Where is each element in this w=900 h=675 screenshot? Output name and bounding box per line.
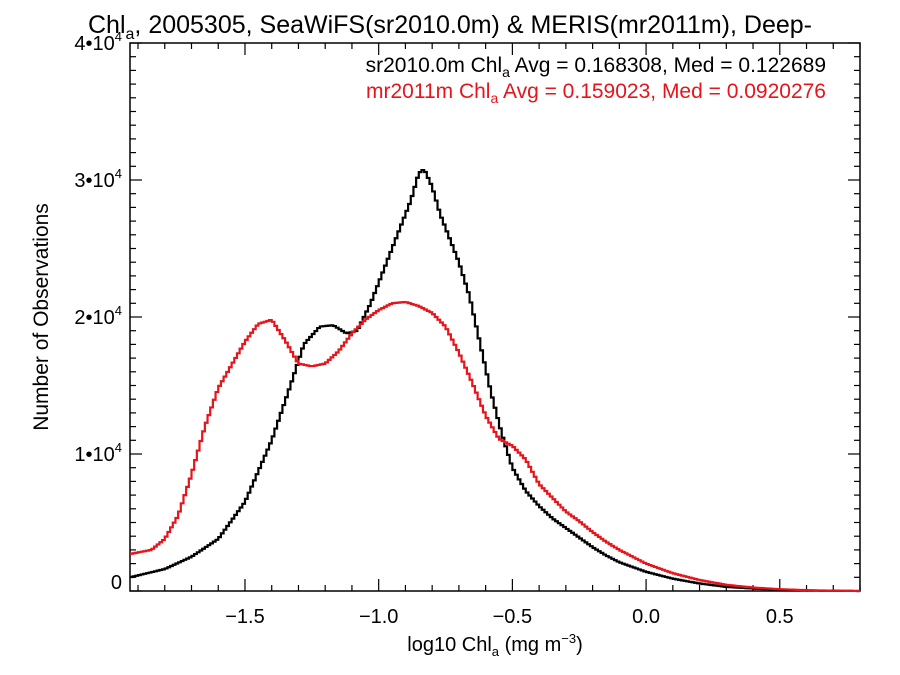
title-rest: , 2005305, SeaWiFS(sr2010.0m) & MERIS(mr… xyxy=(134,11,812,39)
title-subscript: a xyxy=(126,26,135,43)
y-tick-label: 3•104 xyxy=(74,166,122,192)
xlabel-post: ) xyxy=(576,634,583,656)
series-group xyxy=(130,168,860,593)
x-tick-label: 0.5 xyxy=(766,606,794,628)
series-line-mr2011 xyxy=(130,300,860,593)
legend-sr2010-pre: sr2010.0m Chl xyxy=(366,54,503,77)
xlabel-pre: log10 Chl xyxy=(407,634,492,656)
xlabel-sub: a xyxy=(492,644,500,659)
y-tick-label: 0 xyxy=(111,572,122,594)
x-tick-label: 0.0 xyxy=(632,606,660,628)
x-tick-label: −1.0 xyxy=(359,606,398,628)
chart-title: Chla, 2005305, SeaWiFS(sr2010.0m) & MERI… xyxy=(88,11,812,43)
legend-mr2011-sub: a xyxy=(490,90,498,106)
series-line-sr2010 xyxy=(130,168,860,593)
x-axis-label: log10 Chla (mg m−3) xyxy=(407,631,582,659)
legend-mr2011-pre: mr2011m Chl xyxy=(366,80,490,103)
legend-entry-sr2010: sr2010.0m Chla Avg = 0.168308, Med = 0.1… xyxy=(366,54,826,80)
xlabel-sup: −3 xyxy=(561,631,576,646)
legend-sr2010-sub: a xyxy=(502,64,510,80)
xlabel-mid: (mg m xyxy=(499,634,561,656)
title-prefix: Chl xyxy=(88,11,126,39)
x-tick-labels: −1.5 −1.0 −0.5 0.0 0.5 xyxy=(225,606,793,628)
x-tick-label: −1.5 xyxy=(225,606,264,628)
legend-entry-mr2011: mr2011m Chla Avg = 0.159023, Med = 0.092… xyxy=(366,80,826,106)
x-tick-label: −0.5 xyxy=(493,606,532,628)
legend-mr2011-post: Avg = 0.159023, Med = 0.0920276 xyxy=(498,80,826,103)
legend-sr2010-post: Avg = 0.168308, Med = 0.122689 xyxy=(510,54,826,77)
y-axis-label: Number of Observations xyxy=(30,203,53,431)
y-tick-labels: 0 1•104 2•104 3•104 4•104 xyxy=(74,29,122,594)
y-tick-label: 2•104 xyxy=(74,303,122,329)
y-tick-label: 1•104 xyxy=(74,440,122,466)
y-tick-label: 4•104 xyxy=(74,29,122,55)
